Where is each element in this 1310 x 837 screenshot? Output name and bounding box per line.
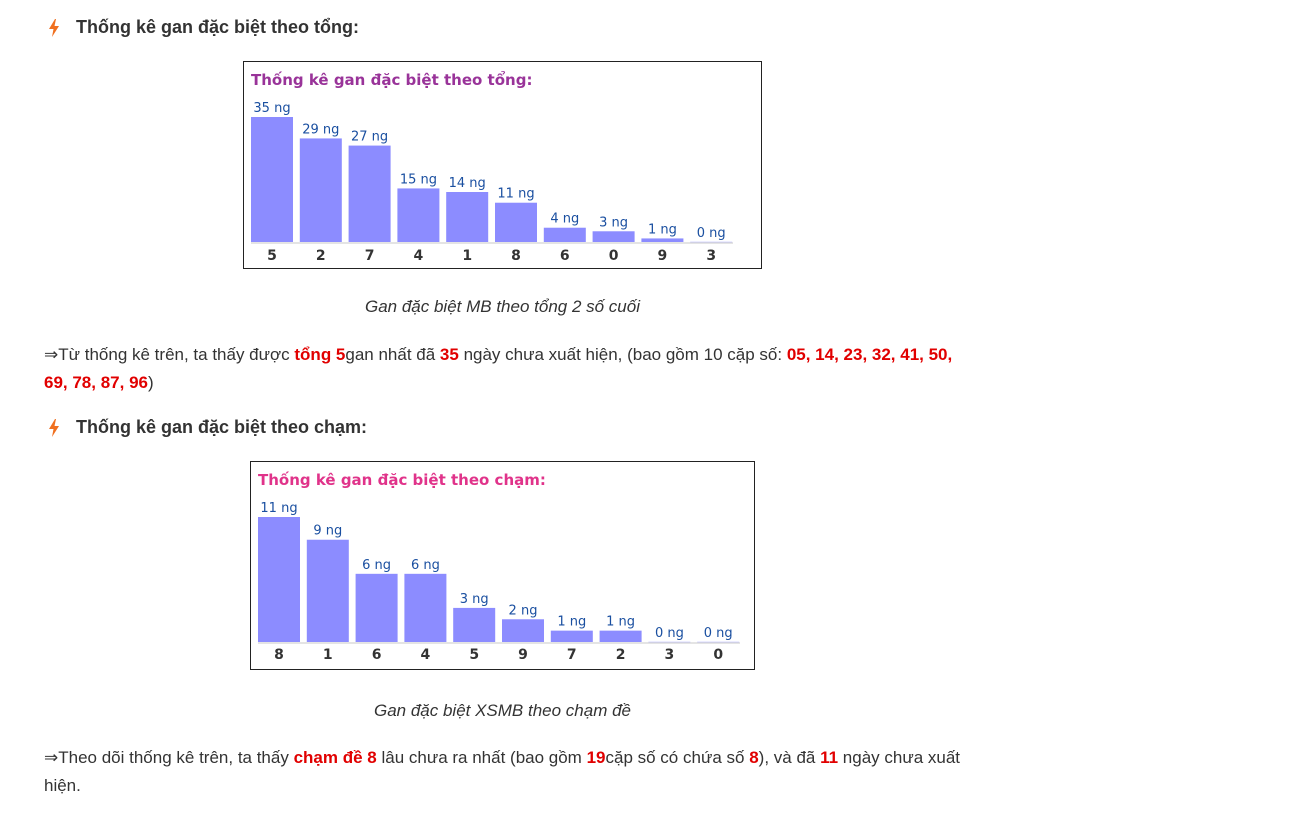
highlight-digit: 8 <box>749 748 759 767</box>
chart-bar <box>543 227 586 242</box>
chart-bar <box>258 517 300 642</box>
category-label: 4 <box>421 647 431 663</box>
analysis-paragraph: ⇒Từ thống kê trên, ta thấy được tổng 5ga… <box>44 341 974 397</box>
chart-bar <box>592 231 635 242</box>
bar-value-label: 29 ng <box>302 122 339 137</box>
chart-bar <box>495 202 537 242</box>
bar-value-label: 1 ng <box>557 615 586 630</box>
category-label: 7 <box>365 248 375 264</box>
text-segment: Theo dõi thống kê trên, ta thấy <box>58 748 294 767</box>
bar-value-label: 6 ng <box>411 558 440 573</box>
bar-value-label: 15 ng <box>400 172 437 187</box>
highlight-days: 35 <box>439 345 459 364</box>
chart-cham: Thống kê gan đặc biệt theo chạm: 11 ng 8 9… <box>250 461 755 670</box>
text-segment: ngày chưa xuất hiện, (bao gồm 10 cặp số: <box>458 345 787 364</box>
highlight-cham: chạm đề 8 <box>293 748 377 767</box>
bar-value-label: 0 ng <box>704 626 733 641</box>
highlight-pairs: 05, 14, 23, 32, 41, 50, 69, 78, 87, 96 <box>44 345 953 392</box>
category-label: 2 <box>316 248 326 264</box>
arrow-glyph: ⇒ <box>44 748 59 767</box>
chart-bar <box>251 117 293 242</box>
bar-value-label: 3 ng <box>599 215 628 230</box>
heading-text: Thống kê gan đặc biệt theo tổng: <box>76 17 359 37</box>
bar-value-label: 35 ng <box>253 101 290 116</box>
category-label: 1 <box>462 248 472 264</box>
bar-value-label: 27 ng <box>351 130 388 145</box>
category-label: 9 <box>518 647 528 663</box>
chart-bar <box>397 188 440 242</box>
chart-bar <box>446 192 489 242</box>
chart-bar <box>299 138 342 242</box>
text-segment: Từ thống kê trên, ta thấy được <box>58 345 295 364</box>
category-label: 7 <box>567 647 577 663</box>
bar-value-label: 0 ng <box>655 626 684 641</box>
chart-plot-area: 35 ng 5 29 ng 2 27 ng 7 15 ng 4 14 ng 1 11 ng 8 4 ng… <box>251 101 733 264</box>
category-label: 6 <box>560 248 570 264</box>
category-label: 8 <box>511 248 521 264</box>
category-label: 9 <box>658 248 668 264</box>
chart-bar <box>306 539 349 642</box>
chart-bar <box>550 630 593 642</box>
category-label: 5 <box>267 248 277 264</box>
heading-text: Thống kê gan đặc biệt theo chạm: <box>76 417 368 437</box>
bar-value-label: 0 ng <box>697 226 726 241</box>
highlight-tong: tổng 5 <box>294 345 346 364</box>
analysis-paragraph: ⇒Theo dõi thống kê trên, ta thấy chạm đề… <box>44 744 974 800</box>
bar-value-label: 2 ng <box>509 603 538 618</box>
bar-value-label: 1 ng <box>606 615 635 630</box>
chart-plot-area: 11 ng 8 9 ng 1 6 ng 6 6 ng 4 3 ng 5 2 ng 9 1 ng 7 1 ng… <box>258 501 740 663</box>
bar-value-label: 1 ng <box>648 222 677 237</box>
chart-bar <box>355 573 398 642</box>
arrow-glyph: ⇒ <box>44 345 59 364</box>
chart-bar <box>348 145 391 242</box>
chart-bar <box>641 238 684 242</box>
bar-value-label: 14 ng <box>449 176 486 191</box>
chart-tong: Thống kê gan đặc biệt theo tổng: 35 ng 5 2… <box>243 61 762 269</box>
text-segment: gan nhất đã <box>345 345 440 364</box>
bar-value-label: 11 ng <box>260 501 297 516</box>
category-label: 6 <box>372 647 382 663</box>
section-heading-tong: Thống kê gan đặc biệt theo tổng: <box>48 17 359 38</box>
highlight-count: 19 <box>586 748 606 767</box>
category-label: 5 <box>469 647 479 663</box>
bar-value-label: 3 ng <box>460 592 489 607</box>
lightning-bolt-icon <box>49 418 59 437</box>
category-label: 0 <box>713 647 723 663</box>
section-heading-cham: Thống kê gan đặc biệt theo chạm: <box>48 417 367 438</box>
chart-title: Thống kê gan đặc biệt theo tổng: <box>251 71 533 89</box>
text-segment: ) <box>147 373 154 392</box>
bar-value-label: 11 ng <box>497 187 534 202</box>
chart-caption: Gan đặc biệt XSMB theo chạm đề <box>373 701 632 720</box>
category-label: 4 <box>414 248 424 264</box>
bar-value-label: 6 ng <box>362 558 391 573</box>
category-label: 2 <box>616 647 626 663</box>
text-segment: lâu chưa ra nhất (bao gồm <box>376 748 587 767</box>
category-label: 3 <box>665 647 675 663</box>
highlight-days: 11 <box>820 748 839 767</box>
category-label: 3 <box>706 248 716 264</box>
category-label: 0 <box>609 248 619 264</box>
chart-caption: Gan đặc biệt MB theo tổng 2 số cuối <box>364 297 640 316</box>
category-label: 8 <box>274 647 284 663</box>
bar-value-label: 4 ng <box>550 212 579 227</box>
chart-title: Thống kê gan đặc biệt theo chạm: <box>258 471 546 489</box>
text-segment: ), và đã <box>758 748 821 767</box>
chart-bar <box>599 630 642 642</box>
lightning-bolt-icon <box>49 18 59 37</box>
chart-bar <box>404 573 447 642</box>
text-segment: cặp số có chứa số <box>605 748 750 767</box>
chart-bar <box>453 607 496 642</box>
chart-bar <box>502 619 544 642</box>
category-label: 1 <box>323 647 333 663</box>
bar-value-label: 9 ng <box>313 524 342 539</box>
text-segment: ngày chưa xuất hiện. <box>44 748 961 795</box>
